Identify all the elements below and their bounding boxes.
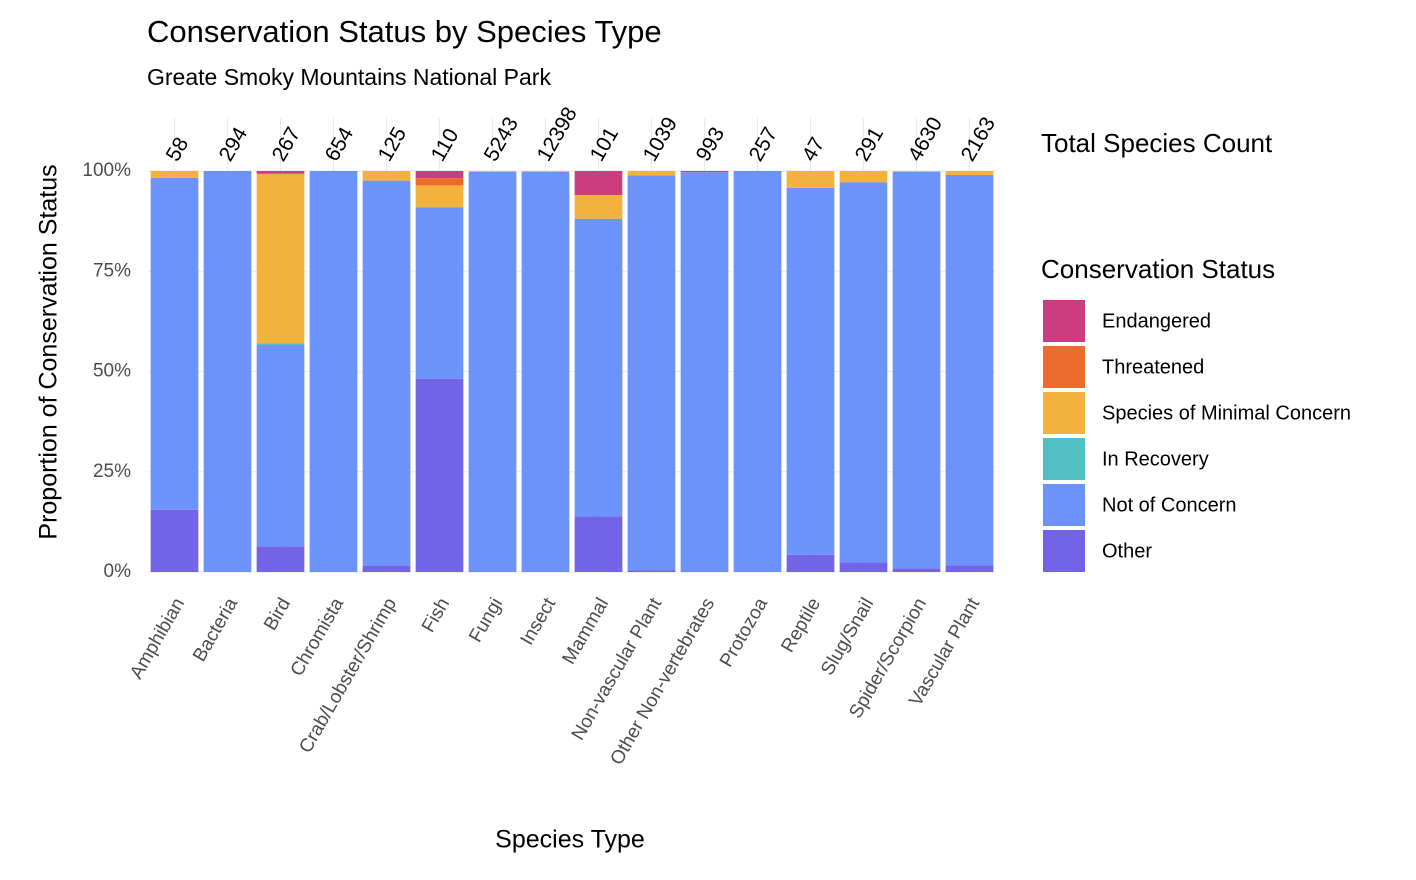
bar-segment bbox=[627, 171, 676, 176]
legend-key bbox=[1043, 300, 1085, 342]
x-tick-label: Bacteria bbox=[189, 594, 242, 665]
bar-segment bbox=[415, 185, 464, 208]
x-tick-label: Reptile bbox=[777, 595, 825, 657]
bar-segment bbox=[733, 171, 782, 572]
bar-segment bbox=[150, 177, 199, 510]
bar-segment bbox=[786, 187, 835, 555]
count-label: 101 bbox=[586, 123, 623, 165]
bar-segment bbox=[203, 171, 252, 572]
x-tick-label: Chromista bbox=[287, 594, 349, 680]
bar-segment bbox=[574, 195, 623, 219]
legend-key bbox=[1043, 346, 1085, 388]
bar-segment bbox=[150, 171, 199, 178]
count-label: 58 bbox=[162, 134, 194, 166]
y-tick-label: 50% bbox=[93, 361, 131, 382]
bar-segment bbox=[627, 175, 676, 571]
bar-segment bbox=[680, 172, 729, 572]
count-label: 291 bbox=[851, 123, 888, 165]
x-tick-label: Fungi bbox=[465, 595, 507, 647]
bar-segment bbox=[256, 171, 305, 174]
bar-segment bbox=[521, 171, 570, 572]
bar-segment bbox=[468, 171, 517, 572]
count-title: Total Species Count bbox=[1041, 128, 1273, 158]
count-label: 654 bbox=[321, 123, 359, 165]
legend-title: Conservation Status bbox=[1041, 254, 1275, 284]
bar-segment bbox=[574, 218, 623, 517]
bar-segment bbox=[415, 171, 464, 179]
count-label: 47 bbox=[798, 134, 830, 166]
bar-segment bbox=[468, 171, 517, 172]
x-tick-label: Protozoa bbox=[716, 594, 772, 671]
bar-segment bbox=[839, 182, 888, 563]
count-label: 5243 bbox=[480, 113, 523, 165]
count-label: 110 bbox=[427, 125, 464, 165]
bar-segment bbox=[362, 180, 411, 566]
count-label: 1039 bbox=[639, 113, 682, 165]
bar-segment bbox=[362, 171, 411, 181]
bar-segment bbox=[256, 173, 305, 344]
x-tick-label: Other Non-vertebrates bbox=[606, 595, 719, 769]
x-tick-label: Slug/Snail bbox=[817, 595, 878, 680]
legend-label: Other bbox=[1102, 540, 1152, 562]
y-axis-title: Proportion of Conservation Status bbox=[35, 164, 63, 539]
bar-segment bbox=[150, 509, 199, 572]
bar-segment bbox=[415, 378, 464, 572]
count-label: 993 bbox=[692, 123, 729, 165]
y-tick-label: 75% bbox=[93, 260, 131, 281]
legend-label: In Recovery bbox=[1102, 448, 1209, 470]
count-label: 125 bbox=[374, 123, 411, 165]
bar-segment bbox=[362, 565, 411, 572]
bar-segment bbox=[892, 568, 941, 572]
y-tick-label: 25% bbox=[93, 461, 131, 482]
bar-segment bbox=[680, 171, 729, 173]
bar-segment bbox=[839, 562, 888, 572]
legend-label: Threatened bbox=[1102, 356, 1204, 378]
bar-segment bbox=[839, 171, 888, 183]
legend-label: Species of Minimal Concern bbox=[1102, 402, 1351, 424]
bar-segment bbox=[892, 171, 941, 172]
bar-segment bbox=[945, 175, 994, 566]
bar-segment bbox=[627, 570, 676, 572]
x-tick-label: Mammal bbox=[559, 595, 614, 669]
bar-segment bbox=[415, 178, 464, 186]
x-axis-title: Species Type bbox=[495, 826, 645, 854]
bar-segment bbox=[256, 546, 305, 572]
bar-segment bbox=[945, 565, 994, 572]
count-label: 2163 bbox=[957, 113, 1000, 165]
x-tick-label: Insect bbox=[517, 594, 561, 649]
bar-segment bbox=[521, 171, 570, 172]
y-tick-label: 100% bbox=[82, 160, 131, 181]
y-tick-label: 0% bbox=[104, 561, 132, 582]
x-tick-label: Fish bbox=[418, 595, 454, 637]
bar-segment bbox=[415, 207, 464, 379]
legend-key bbox=[1043, 392, 1085, 434]
bar-segment bbox=[256, 343, 305, 346]
bar-segment bbox=[945, 171, 994, 176]
x-tick-label: Bird bbox=[260, 595, 295, 635]
bar-segment bbox=[786, 554, 835, 572]
bar-segment bbox=[574, 171, 623, 196]
x-tick-label: Amphibian bbox=[126, 595, 189, 683]
legend-key bbox=[1043, 484, 1085, 526]
bar-segment bbox=[786, 171, 835, 188]
legend-key bbox=[1043, 530, 1085, 572]
bar-segment bbox=[892, 171, 941, 569]
x-tick-label: Crab/Lobster/Shrimp bbox=[295, 595, 401, 757]
count-label: 4630 bbox=[904, 113, 947, 165]
legend-label: Endangered bbox=[1102, 310, 1211, 332]
chart-title: Conservation Status by Species Type bbox=[147, 14, 662, 49]
bar-segment bbox=[574, 516, 623, 572]
bar-segment bbox=[256, 345, 305, 547]
count-label: 12398 bbox=[533, 103, 582, 165]
legend-key bbox=[1043, 438, 1085, 480]
count-label: 267 bbox=[268, 123, 305, 165]
bar-segment bbox=[309, 171, 358, 572]
chart-subtitle: Greate Smoky Mountains National Park bbox=[147, 64, 551, 90]
count-label: 294 bbox=[215, 123, 253, 165]
legend-label: Not of Concern bbox=[1102, 494, 1237, 516]
count-label: 257 bbox=[745, 123, 782, 165]
